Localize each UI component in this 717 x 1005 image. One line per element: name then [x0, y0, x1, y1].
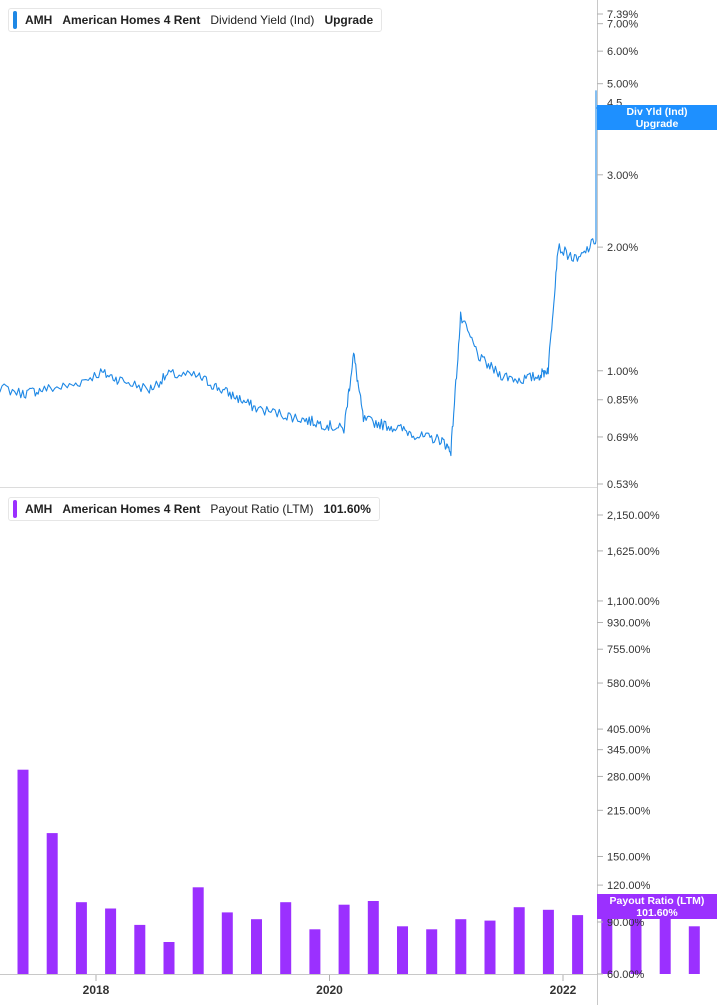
- payout-bar: [17, 769, 29, 974]
- x-axis: 20182020202220242026: [83, 975, 577, 997]
- payout-bar: [105, 908, 117, 974]
- y-tick-label: 3.00%: [607, 170, 638, 182]
- y-tick-label: 0.69%: [607, 432, 638, 444]
- tag-value: Upgrade: [635, 118, 679, 130]
- payout-bar: [455, 919, 467, 974]
- payout-bar: [280, 902, 292, 974]
- y-tick-label: 120.00%: [607, 880, 651, 892]
- payout-bar: [513, 907, 525, 974]
- tag-value: 101.60%: [636, 907, 678, 919]
- legend-company: American Homes 4 Rent: [62, 502, 201, 516]
- series-color-swatch: [13, 500, 17, 518]
- payout-bar: [397, 926, 408, 974]
- y-tick-label: 60.00%: [607, 969, 645, 981]
- dividend-yield-axis: 7.39%7.00% 6.00% 5.00% 3.00% 2.00% 1.00% 0.85%…: [597, 9, 638, 491]
- y-tick-label: 1,100.00%: [607, 596, 660, 608]
- payout-bar: [426, 929, 438, 974]
- y-tick-label: 90.00%: [607, 917, 645, 929]
- tag-label: Payout Ratio (LTM): [609, 895, 705, 907]
- payout-bar: [309, 929, 321, 974]
- payout-bar: [542, 909, 554, 974]
- y-tick-label: 580.00%: [607, 678, 651, 690]
- payout-bar: [163, 942, 175, 974]
- y-tick-label: 0.85%: [607, 395, 638, 407]
- payout-bar: [46, 833, 58, 974]
- y-tick-label: 215.00%: [607, 805, 651, 817]
- y-tick-label: 405.00%: [607, 724, 651, 736]
- legend-company: American Homes 4 Rent: [62, 13, 201, 27]
- payout-bar: [134, 924, 146, 974]
- payout-ratio-legend[interactable]: AMH American Homes 4 Rent Payout Ratio (…: [8, 497, 380, 521]
- payout-ratio-plot: [17, 769, 700, 974]
- payout-bar: [572, 915, 584, 974]
- payout-bar: [338, 904, 350, 974]
- y-tick-label: 1.00%: [607, 366, 638, 378]
- y-tick-label: 2.00%: [607, 242, 638, 254]
- legend-ticker: AMH: [25, 502, 53, 516]
- legend-upgrade-link[interactable]: Upgrade: [324, 13, 374, 27]
- legend-ticker: AMH: [25, 13, 53, 27]
- dividend-yield-value-tag[interactable]: Div Yld (Ind) Upgrade: [597, 105, 717, 130]
- payout-bar: [601, 912, 613, 974]
- x-tick-label: 2022: [550, 983, 577, 997]
- dividend-yield-line: [0, 90, 717, 457]
- legend-value: 101.60%: [323, 502, 371, 516]
- payout-bar: [659, 908, 671, 974]
- tag-label: Div Yld (Ind): [626, 106, 688, 118]
- y-tick-label: 5.00%: [607, 79, 638, 91]
- y-tick-label: 2,150.00%: [607, 510, 660, 522]
- y-tick-label: 1,625.00%: [607, 546, 660, 558]
- payout-ratio-value-tag: Payout Ratio (LTM) 101.60%: [597, 894, 717, 919]
- payout-ratio-axis: 2,150.00% 1,625.00% 1,100.00% 930.00% 755.00…: [597, 510, 660, 981]
- series-color-swatch: [13, 11, 17, 29]
- payout-bar: [192, 887, 204, 974]
- dividend-yield-legend[interactable]: AMH American Homes 4 Rent Dividend Yield…: [8, 8, 383, 32]
- x-tick-label: 2018: [83, 983, 110, 997]
- y-tick-label: 7.00%: [607, 19, 638, 31]
- y-tick-label: 755.00%: [607, 644, 651, 656]
- legend-metric: Payout Ratio (LTM): [210, 502, 314, 516]
- dividend-yield-plot: [0, 90, 717, 457]
- y-tick-label: 345.00%: [607, 745, 651, 757]
- payout-bar: [367, 901, 379, 974]
- payout-bar: [75, 902, 87, 974]
- y-tick-label: 7.39%: [607, 9, 638, 21]
- legend-metric: Dividend Yield (Ind): [210, 13, 315, 27]
- y-tick-label: 6.00%: [607, 46, 638, 58]
- payout-bar: [484, 920, 496, 974]
- y-tick-label: 280.00%: [607, 771, 651, 783]
- y-tick-label: 150.00%: [607, 851, 651, 863]
- x-tick-label: 2020: [316, 983, 343, 997]
- payout-bar: [688, 926, 700, 974]
- payout-bar: [630, 912, 642, 974]
- y-tick-label: 930.00%: [607, 617, 651, 629]
- y-tick-label: 0.53%: [607, 479, 638, 491]
- payout-bar: [251, 919, 262, 974]
- payout-bar: [221, 912, 233, 974]
